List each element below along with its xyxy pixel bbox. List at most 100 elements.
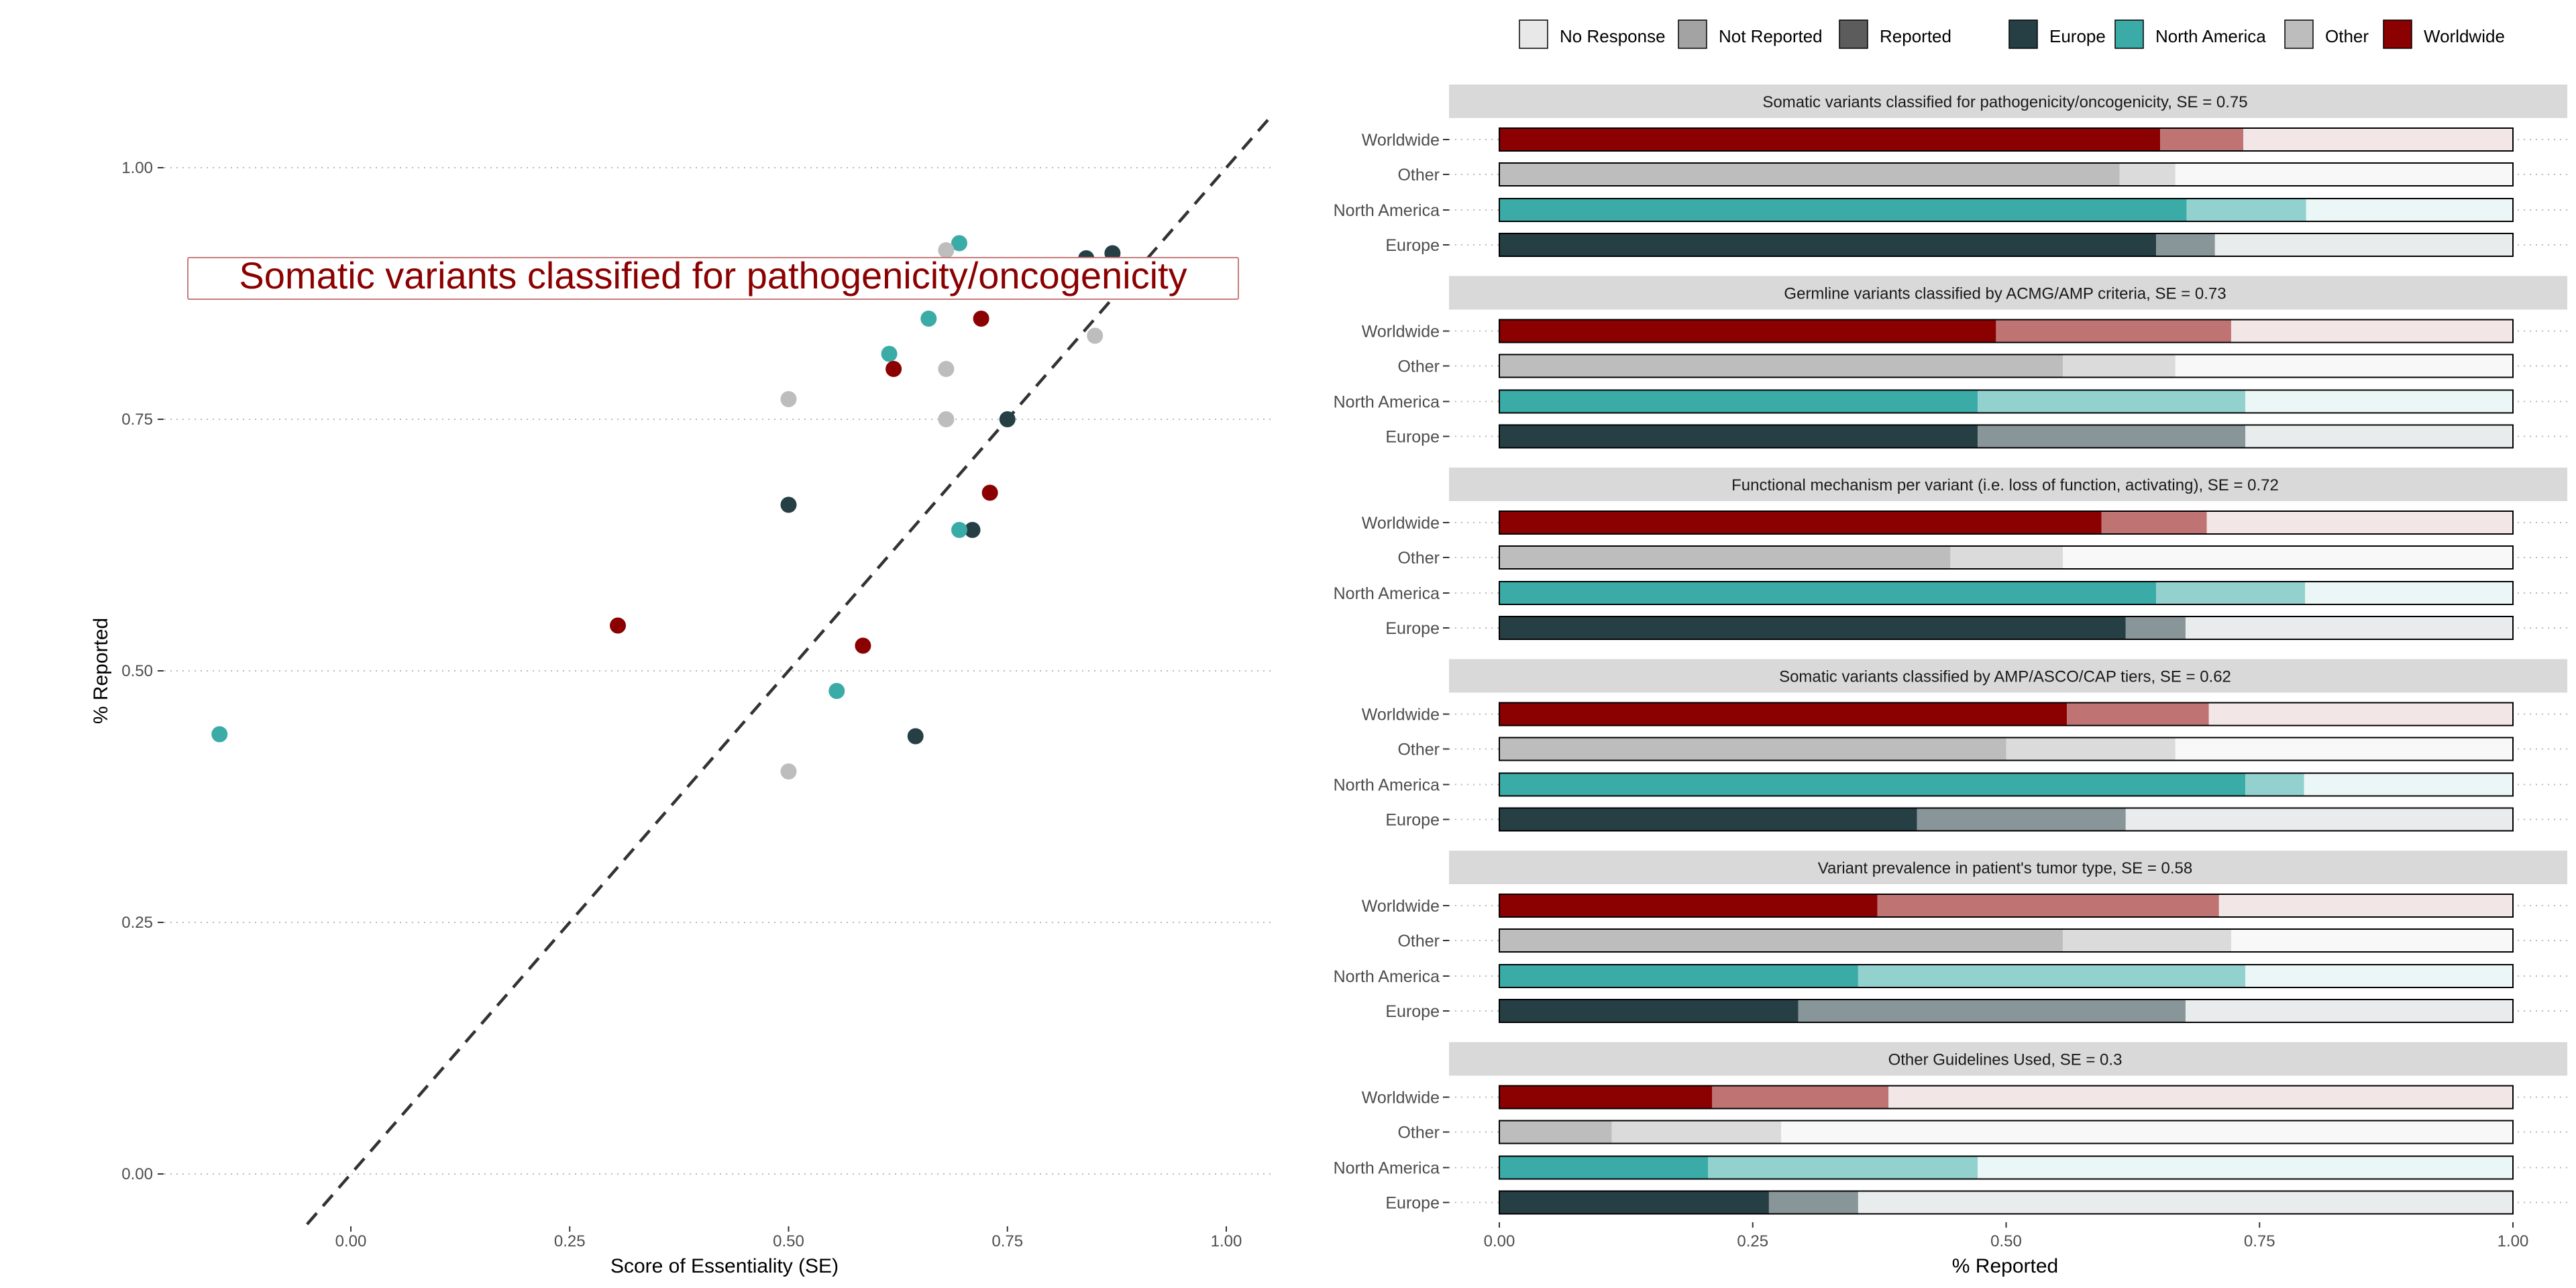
bar-segment <box>2160 128 2244 151</box>
bar-outline <box>1499 702 2514 727</box>
scatter-point <box>855 637 871 654</box>
scatter-point <box>211 726 228 743</box>
legend-swatch <box>2284 19 2314 49</box>
bar-segment <box>2231 929 2513 952</box>
bar-segment <box>1499 808 1917 831</box>
bar-segment <box>1499 354 2063 378</box>
bar-segment <box>2245 965 2513 987</box>
x-tick-label: 1.00 <box>1211 1232 1242 1250</box>
x-tick-label: 0.25 <box>554 1232 586 1250</box>
bar-segment <box>2214 233 2513 256</box>
bar-segment <box>1781 1120 2513 1144</box>
bar-segment <box>1798 1000 2186 1022</box>
legend-swatch <box>1839 19 1868 49</box>
bar-outline <box>1499 581 2514 605</box>
bar-x-tick-label: 0.25 <box>1737 1232 1768 1250</box>
bar-segment <box>2245 773 2304 796</box>
scatter-point <box>610 617 627 634</box>
bar-x-axis: 0.00 0.25 0.50 0.75 1.00 <box>1484 1222 2529 1250</box>
scatter-point <box>973 311 989 327</box>
category-label: North America <box>1334 584 1440 603</box>
reference-line <box>306 116 1271 1226</box>
scatter-point <box>828 683 845 699</box>
bar-outline <box>1499 511 2514 535</box>
y-tick-label: 1.00 <box>121 159 153 177</box>
bar-panel: Variant prevalence in patient's tumor ty… <box>1334 851 2567 1023</box>
bar-segment <box>2119 163 2176 186</box>
bar-segment <box>2006 737 2176 761</box>
bar-segment <box>1768 1191 1858 1214</box>
scatter-ylabel: % Reported <box>90 618 112 724</box>
bar-segment <box>1978 390 2246 413</box>
scatter-point <box>881 345 898 362</box>
scatter-xlabel: Score of Essentiality (SE) <box>610 1255 839 1277</box>
bar-outline <box>1499 162 2514 186</box>
bar-outline <box>1499 198 2514 222</box>
bar-segment <box>1708 1156 1978 1179</box>
category-label: Other <box>1397 741 1440 759</box>
annotation-text: Somatic variants classified for pathogen… <box>239 254 1187 297</box>
scatter-point <box>885 361 902 377</box>
bar-segment <box>1499 582 2157 604</box>
bar-panel: Somatic variants classified for pathogen… <box>1334 85 2567 257</box>
legend-label: No Response <box>1560 26 1666 46</box>
bar-segment <box>2218 894 2513 917</box>
bar-outline <box>1499 999 2514 1023</box>
y-tick-label: 0.00 <box>121 1165 153 1183</box>
scatter-point <box>999 411 1016 427</box>
bar-segment <box>2063 929 2231 952</box>
bar-segment <box>2125 808 2513 831</box>
category-label: Europe <box>1385 811 1440 830</box>
bar-segment <box>2245 390 2513 413</box>
x-tick-label: 0.50 <box>773 1232 804 1250</box>
bar-segment <box>1499 1191 1769 1214</box>
bar-outline <box>1499 424 2514 449</box>
category-label: North America <box>1334 967 1440 986</box>
bar-x-tick-label: 1.00 <box>2498 1232 2529 1250</box>
bar-segment <box>2186 199 2306 221</box>
panel-title: Somatic variants classified for pathogen… <box>1762 93 2247 111</box>
bar-segment <box>2175 737 2513 761</box>
bar-panel: Other Guidelines Used, SE = 0.3 Worldwide… <box>1334 1042 2567 1215</box>
bar-segment <box>1499 546 1951 569</box>
legend-item: Europe <box>2008 19 2106 49</box>
category-label: Worldwide <box>1362 514 1440 533</box>
bar-segment <box>1996 319 2231 343</box>
category-label: Worldwide <box>1362 897 1440 916</box>
bar-xlabel: % Reported <box>1952 1255 2058 1277</box>
scatter-point <box>938 242 955 258</box>
scatter-axes: 0.00 0.25 0.50 0.75 1.00 0.00 0.25 0.50 0.75 1.00 <box>121 159 1242 1250</box>
bar-outline <box>1499 319 2514 343</box>
bar-segment <box>2063 354 2176 378</box>
legend-swatch <box>1519 19 1548 49</box>
bar-segment <box>2063 546 2513 569</box>
bar-segment <box>2156 582 2306 604</box>
scatter-point <box>964 522 981 538</box>
bar-segment <box>1499 425 1978 448</box>
category-label: Other <box>1397 166 1440 184</box>
legend: No Response Not Reported Reported Europe Nor… <box>1519 19 2505 49</box>
legend-swatch <box>1678 19 1707 49</box>
bar-segment <box>2156 233 2215 256</box>
scatter-point <box>981 484 998 501</box>
x-tick-label: 0.00 <box>335 1232 367 1250</box>
scatter-point <box>951 235 967 252</box>
bar-panel: Functional mechanism per variant (i.e. l… <box>1334 468 2567 640</box>
scatter-point <box>920 311 937 327</box>
bar-segment <box>1611 1120 1782 1144</box>
legend-label: Europe <box>2049 26 2106 46</box>
panel-header <box>1449 85 2567 118</box>
bar-outline <box>1499 737 2514 761</box>
scatter-point <box>780 496 797 513</box>
category-label: Worldwide <box>1362 323 1440 341</box>
legend-label: Other <box>2325 26 2369 46</box>
bar-outline <box>1499 1120 2514 1144</box>
bar-x-tick-label: 0.50 <box>1990 1232 2022 1250</box>
legend-item: No Response <box>1519 19 1666 49</box>
bar-segment <box>1499 128 2161 151</box>
legend-label: Worldwide <box>2424 26 2505 46</box>
bar-segment <box>1499 319 1996 343</box>
bar-segment <box>1950 546 2063 569</box>
bar-segment <box>1858 965 2246 987</box>
bar-outline <box>1499 354 2514 378</box>
